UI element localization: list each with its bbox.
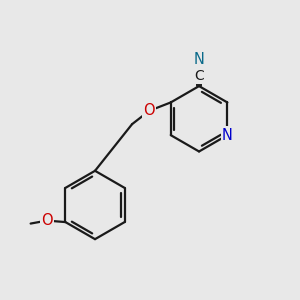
Text: N: N xyxy=(194,52,205,68)
Text: O: O xyxy=(143,103,155,118)
Text: N: N xyxy=(222,128,233,142)
Text: C: C xyxy=(194,69,204,83)
Text: O: O xyxy=(41,213,53,228)
